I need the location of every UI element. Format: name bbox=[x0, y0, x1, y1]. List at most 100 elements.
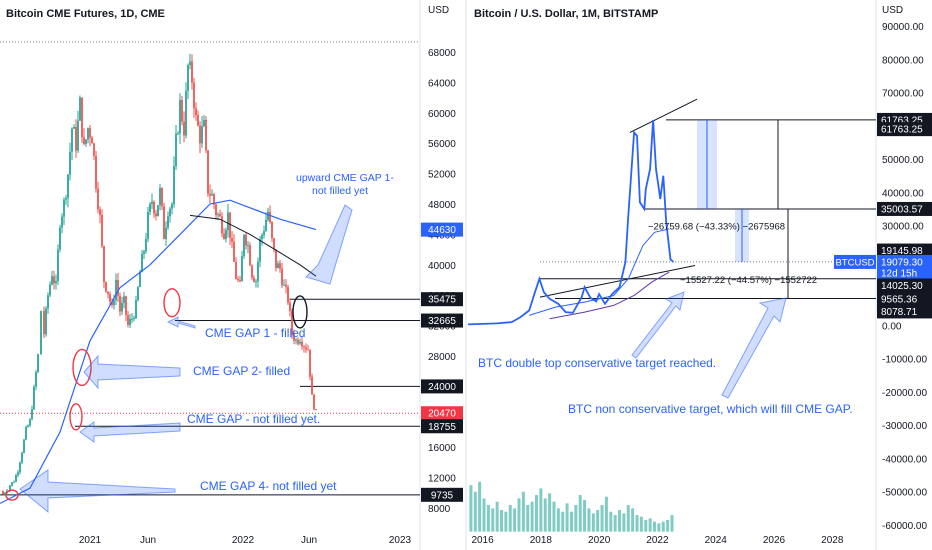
volume-bar bbox=[513, 508, 517, 532]
candle-body bbox=[309, 349, 311, 377]
candle-body bbox=[199, 125, 201, 144]
price-tag-box bbox=[877, 122, 932, 137]
price-tag-box bbox=[421, 292, 463, 307]
candle-body bbox=[263, 230, 265, 235]
annotation-arrow bbox=[631, 291, 685, 359]
annotation-arrow bbox=[721, 297, 787, 399]
candle-body bbox=[121, 302, 123, 312]
candle-body bbox=[249, 245, 251, 266]
candle-body bbox=[233, 241, 235, 262]
chart-annotation-text: upward CME GAP 1- bbox=[296, 172, 394, 184]
gap-highlight-ellipse bbox=[5, 489, 19, 501]
candle-body bbox=[315, 409, 317, 411]
candle-body bbox=[297, 339, 299, 344]
candle-body bbox=[285, 284, 287, 287]
price-tag-box bbox=[877, 243, 932, 258]
candle-body bbox=[161, 188, 163, 207]
price-tag-label: 18755 bbox=[428, 422, 456, 433]
candle-body bbox=[287, 286, 289, 303]
candle-body bbox=[40, 311, 42, 355]
right-y-tick-label: -30000.00 bbox=[882, 421, 927, 432]
candle-body bbox=[141, 253, 143, 272]
candle-body bbox=[261, 234, 263, 240]
annotation-arrow bbox=[305, 204, 353, 285]
annotation-arrow bbox=[79, 421, 181, 443]
candle-body bbox=[29, 419, 31, 426]
price-tag-label: 19145.98 bbox=[881, 246, 923, 257]
candle-body bbox=[299, 341, 301, 344]
candle-body bbox=[277, 263, 279, 269]
chart-annotation-text: not filled yet bbox=[312, 185, 368, 197]
price-tag-box bbox=[877, 304, 932, 319]
candle-body bbox=[229, 212, 231, 239]
candle-body bbox=[49, 284, 51, 296]
volume-bar bbox=[583, 500, 587, 532]
candle-body bbox=[305, 347, 307, 350]
price-tag-label: 8078.71 bbox=[881, 307, 918, 318]
price-tag-box bbox=[421, 379, 463, 394]
left-x-tick-label: 2022 bbox=[232, 535, 255, 546]
candle-body bbox=[137, 287, 139, 301]
volume-bar bbox=[600, 505, 604, 532]
candle-body bbox=[129, 318, 131, 325]
candle-body bbox=[173, 165, 175, 205]
candle-body bbox=[131, 318, 133, 320]
candle-body bbox=[147, 212, 149, 239]
candle-body bbox=[231, 238, 233, 242]
gap-highlight-ellipse bbox=[163, 288, 181, 318]
candle-body bbox=[225, 230, 227, 239]
right-y-tick-label: 0.00 bbox=[882, 321, 902, 332]
candle-body bbox=[281, 268, 283, 286]
volume-bar bbox=[486, 505, 490, 532]
candle-body bbox=[35, 372, 37, 387]
candle-body bbox=[201, 126, 203, 144]
candle-body bbox=[109, 294, 111, 302]
candle-body bbox=[159, 188, 161, 206]
candle-body bbox=[97, 188, 99, 210]
candle-body bbox=[177, 133, 179, 135]
candle-body bbox=[267, 211, 269, 220]
candle-body bbox=[83, 137, 85, 144]
gap-highlight-ellipse bbox=[69, 403, 83, 431]
candle-body bbox=[11, 482, 13, 486]
candle-body bbox=[185, 90, 187, 136]
countdown-label: 12d 15h bbox=[881, 268, 917, 279]
candle-body bbox=[25, 427, 27, 440]
candle-body bbox=[253, 277, 255, 282]
left-y-tick-label: 16000 bbox=[428, 443, 456, 454]
candle-body bbox=[51, 276, 53, 285]
candle-body bbox=[251, 265, 253, 278]
left-y-tick-label: 56000 bbox=[428, 139, 456, 150]
candle-body bbox=[191, 61, 193, 83]
right-y-tick-label: -50000.00 bbox=[882, 488, 927, 499]
candle-body bbox=[71, 128, 73, 152]
candle-body bbox=[221, 216, 223, 234]
candle-body bbox=[37, 354, 39, 373]
candle-body bbox=[181, 100, 183, 122]
candle-body bbox=[9, 485, 11, 491]
candle-body bbox=[183, 121, 185, 136]
left-y-tick-label: 48000 bbox=[428, 200, 456, 211]
price-tag-label: 24000 bbox=[428, 382, 456, 393]
candle-body bbox=[89, 128, 91, 138]
left-x-tick-label: Jun bbox=[301, 535, 317, 546]
candle-body bbox=[307, 349, 309, 351]
price-tag-label: 61763.25 bbox=[881, 115, 923, 126]
price-tag-box bbox=[877, 278, 932, 293]
volume-bar bbox=[521, 491, 525, 532]
candle-body bbox=[55, 281, 57, 284]
volume-bar bbox=[561, 511, 565, 532]
volume-bar bbox=[587, 508, 591, 532]
symbol-tag-label: BTCUSD bbox=[835, 257, 874, 268]
trend-line bbox=[629, 98, 698, 133]
left-y-tick-label: 64000 bbox=[428, 78, 456, 89]
left-chart-panel: 8000120001600020000240002800032000360004… bbox=[0, 0, 463, 550]
right-y-tick-label: -10000.00 bbox=[882, 355, 927, 366]
chart-annotation-text: CME GAP 4- not filled yet bbox=[200, 479, 337, 493]
right-x-tick-label: 2016 bbox=[471, 535, 494, 546]
price-tag-box bbox=[421, 406, 463, 421]
left-y-tick-label: 40000 bbox=[428, 261, 456, 272]
candle-body bbox=[303, 346, 305, 348]
candle-body bbox=[63, 199, 65, 217]
candle-body bbox=[239, 280, 241, 282]
